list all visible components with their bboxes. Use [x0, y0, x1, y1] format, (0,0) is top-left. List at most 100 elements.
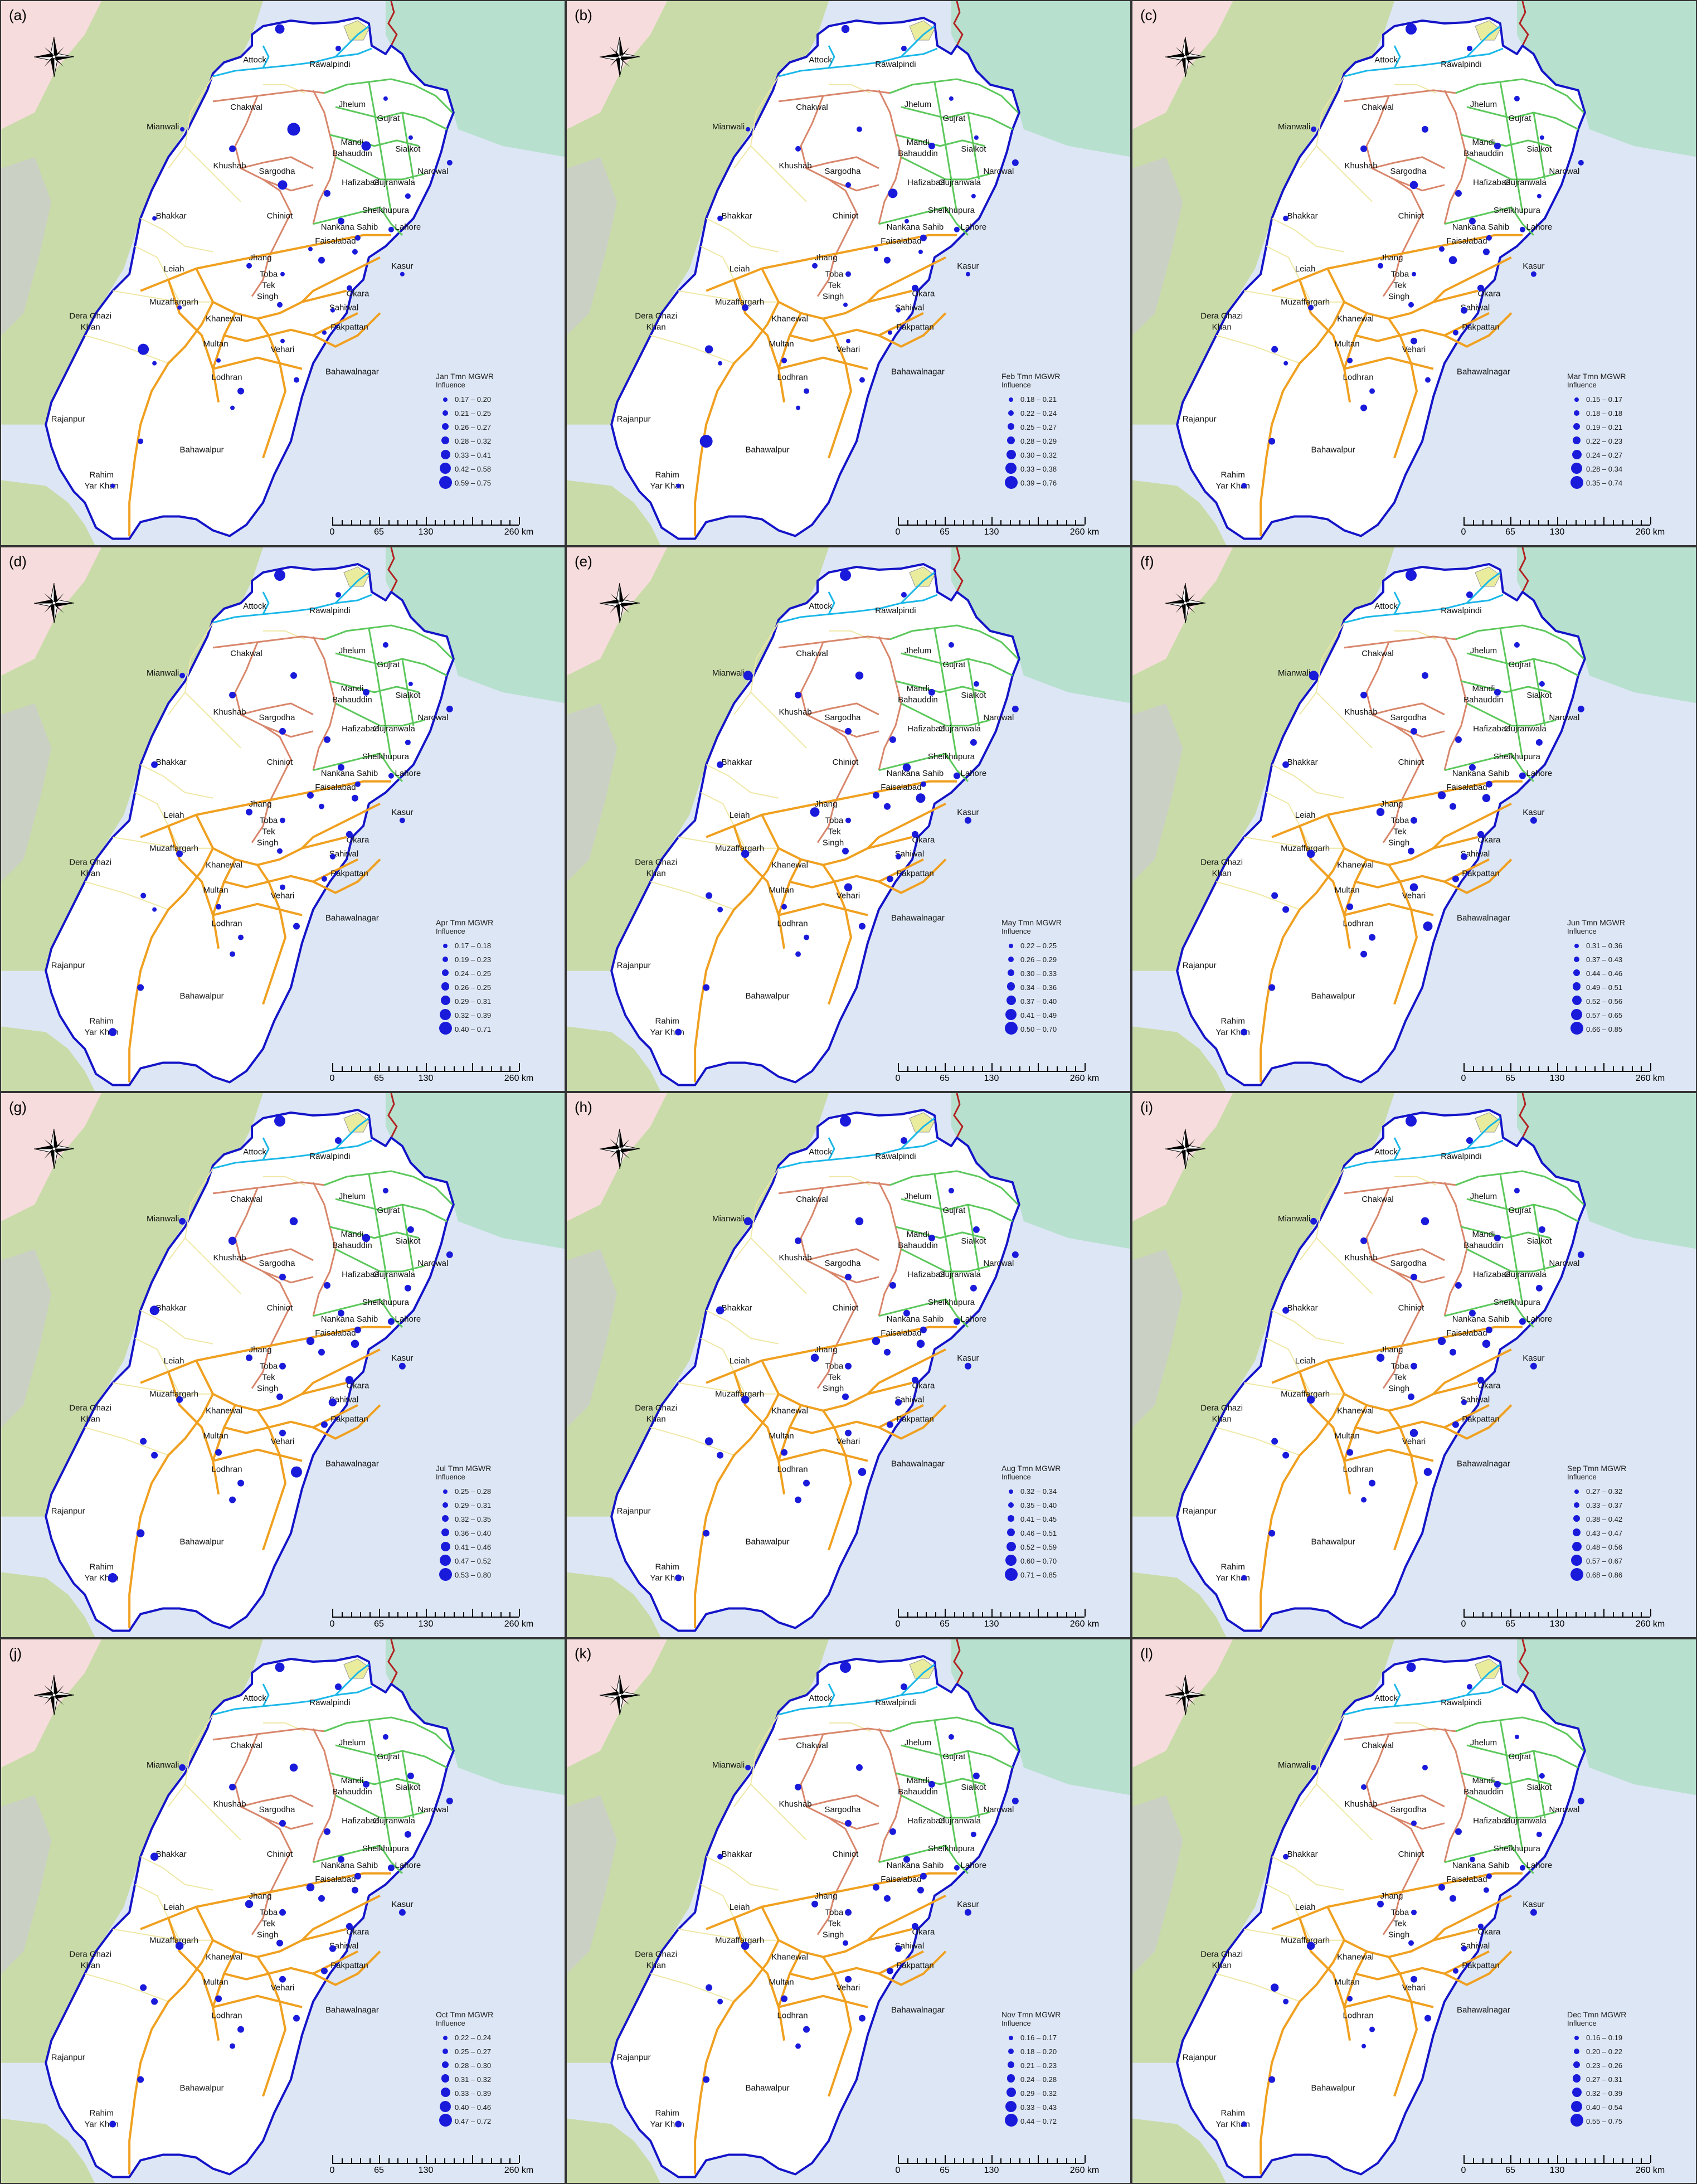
- legend-class-label: 0.22 – 0.25: [1020, 941, 1057, 950]
- city-label: Chiniot: [833, 757, 859, 766]
- station-point: [400, 271, 405, 276]
- legend-class-label: 0.26 – 0.27: [455, 423, 492, 431]
- station-point: [973, 681, 979, 687]
- district-boundary: [262, 1683, 270, 1707]
- district-boundary: [1455, 78, 1584, 113]
- district-boundary: [335, 702, 425, 726]
- legend-title: Oct Tmn MGWR: [436, 2010, 494, 2019]
- station-point: [920, 781, 926, 787]
- station-point: [845, 1362, 852, 1370]
- station-point: [1360, 950, 1368, 958]
- legend-class-label: 0.29 – 0.32: [1020, 2089, 1057, 2098]
- station-point: [152, 216, 157, 221]
- district-boundary: [733, 1714, 779, 1807]
- district-boundary: [223, 312, 358, 342]
- station-point: [845, 271, 851, 277]
- neighbor-region-northwest: [1132, 1639, 1233, 1768]
- legend-class-label: 0.44 – 0.72: [1020, 2117, 1057, 2125]
- city-label: Pakpattan: [330, 1415, 368, 1424]
- legend-item: 0.43 – 0.47: [1567, 1526, 1626, 1540]
- legend-symbol: [1567, 1541, 1586, 1553]
- station-point: [1360, 1237, 1368, 1244]
- city-label: Vehari: [837, 1983, 860, 1992]
- city-label: Bahawalpur: [1311, 1537, 1355, 1547]
- station-point: [844, 882, 853, 891]
- north-arrow-icon: [1163, 581, 1208, 625]
- station-point: [1455, 1828, 1462, 1835]
- station-point: [1421, 125, 1428, 133]
- north-arrow-icon: [1163, 1127, 1208, 1171]
- legend-class-label: 0.55 – 0.75: [1586, 2117, 1623, 2125]
- neighbor-region-northwest: [567, 547, 668, 676]
- city-label: Tek: [1393, 1919, 1407, 1928]
- city-label: Tek: [828, 1919, 841, 1928]
- district-boundary: [878, 206, 969, 236]
- district-boundary: [251, 1850, 292, 1935]
- district-boundary: [1316, 1237, 1373, 1294]
- city-label: Rawalpindi: [309, 1152, 350, 1161]
- city-label: Jhang: [249, 1345, 272, 1355]
- legend-class-label: 0.15 – 0.17: [1586, 395, 1623, 404]
- city-label: Muzaffargarh: [1281, 1935, 1330, 1945]
- city-label: Vehari: [1402, 1437, 1426, 1447]
- district-boundary: [1326, 1360, 1479, 1412]
- district-boundary: [878, 858, 947, 894]
- scale-bar: 0 65 130 260 km: [330, 1609, 555, 1631]
- legend-subtitle: Influence: [436, 2018, 465, 2027]
- station-point: [704, 345, 713, 353]
- district-boundary: [1444, 312, 1513, 348]
- station-point: [1268, 438, 1276, 445]
- legend-item: 0.18 – 0.18: [1567, 406, 1626, 420]
- city-label: Chiniot: [833, 1303, 859, 1313]
- district-boundary: [901, 156, 991, 181]
- district-boundary: [789, 1950, 924, 1981]
- station-point: [387, 1864, 395, 1871]
- station-point: [382, 1734, 388, 1740]
- city-label: Yar Khan: [1215, 2119, 1249, 2129]
- district-boundary: [140, 1872, 391, 1930]
- city-label: Khanewal: [1337, 1406, 1374, 1416]
- station-point: [964, 817, 971, 824]
- legend-class-label: 0.25 – 0.28: [455, 1487, 492, 1496]
- station-point: [920, 1326, 927, 1333]
- station-point: [895, 853, 901, 860]
- city-label: Mandi: [341, 683, 364, 693]
- city-label: Khan: [646, 323, 666, 332]
- district-boundary: [878, 312, 947, 348]
- district-boundary: [1393, 591, 1401, 615]
- neighbor-region-northwest: [1, 1, 102, 129]
- city-label: Jhang: [1380, 1891, 1403, 1900]
- legend-symbol: [436, 1501, 455, 1510]
- district-boundary: [1432, 256, 1512, 303]
- station-point: [781, 1449, 788, 1456]
- station-point: [717, 215, 723, 221]
- station-point: [407, 1772, 414, 1779]
- district-boundary: [1461, 680, 1551, 693]
- station-point: [845, 1909, 852, 1916]
- station-point: [920, 1872, 927, 1880]
- station-point: [889, 1282, 896, 1289]
- station-point: [845, 1976, 852, 1983]
- neighbor-region-east: [951, 1, 1130, 157]
- legend-symbol: [1567, 2061, 1586, 2070]
- city-label: Khushab: [1344, 1253, 1377, 1263]
- station-point: [741, 849, 750, 858]
- legend-item: 0.41 – 0.45: [1001, 1512, 1061, 1526]
- station-point: [1514, 95, 1520, 101]
- city-label: Chakwal: [230, 1195, 262, 1204]
- district-boundary: [1466, 1248, 1557, 1273]
- city-label: Kasur: [957, 1353, 979, 1363]
- station-point: [675, 1574, 682, 1581]
- city-label: Khanewal: [206, 1952, 242, 1962]
- lake: [343, 1112, 369, 1133]
- neighbor-region-grey: [567, 1249, 617, 1428]
- legend-item: 0.50 – 0.70: [1001, 1022, 1062, 1036]
- district-boundary: [1394, 724, 1445, 737]
- city-label: Pakpattan: [1462, 868, 1499, 878]
- city-label: Faisalabad: [881, 1328, 921, 1338]
- station-point: [1461, 1945, 1467, 1952]
- city-label: Sheikhupura: [1494, 1298, 1541, 1307]
- city-label: Vehari: [1402, 891, 1426, 900]
- district-boundary: [212, 89, 325, 103]
- station-point: [446, 705, 453, 712]
